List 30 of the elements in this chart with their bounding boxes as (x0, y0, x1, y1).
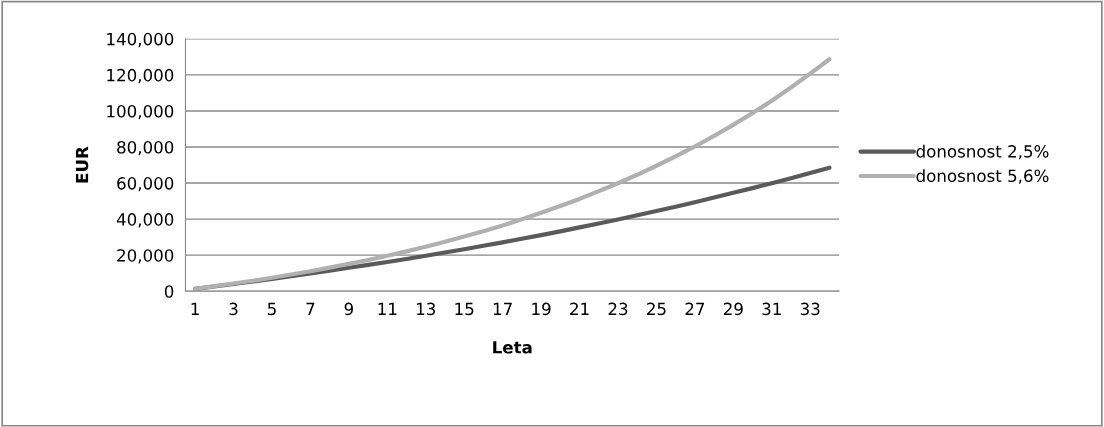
y-axis-title: EUR (75, 146, 89, 183)
x-tick-label: 23 (608, 302, 628, 316)
x-tick-label: 9 (344, 302, 353, 316)
y-tick-label: 40,000 (116, 213, 174, 228)
x-tick-label: 15 (455, 302, 474, 316)
y-tick-label: 120,000 (107, 68, 174, 84)
line-series (192, 57, 832, 291)
x-tick-label: 1 (191, 302, 199, 315)
x-tick-label: 25 (647, 302, 666, 316)
y-tick-label: 20,000 (117, 249, 174, 264)
x-tick-label: 21 (570, 302, 589, 315)
y-tick-label: 60,000 (117, 177, 174, 192)
x-tick-label: 5 (267, 302, 276, 316)
x-tick-label: 31 (762, 302, 781, 316)
y-tick-label: 80,000 (117, 140, 174, 156)
legend-label: donosnost 5,6% (916, 169, 1049, 184)
x-tick-label: 11 (378, 302, 397, 315)
x-tick-label: 19 (532, 302, 551, 316)
x-tick-label: 33 (800, 302, 820, 316)
x-tick-label: 13 (416, 302, 436, 316)
x-tick-label: 7 (306, 302, 315, 315)
x-tick-label: 27 (685, 302, 705, 315)
x-axis-title: Leta (493, 341, 532, 354)
legend-label: donosnost 2,5% (916, 144, 1049, 160)
x-tick-label: 17 (493, 302, 512, 315)
y-tick-label: 100,000 (107, 104, 174, 120)
x-tick-label: 29 (723, 302, 743, 316)
y-tick-label: 0 (164, 285, 174, 298)
y-tick-label: 140,000 (107, 32, 174, 48)
x-tick-label: 3 (229, 302, 238, 316)
